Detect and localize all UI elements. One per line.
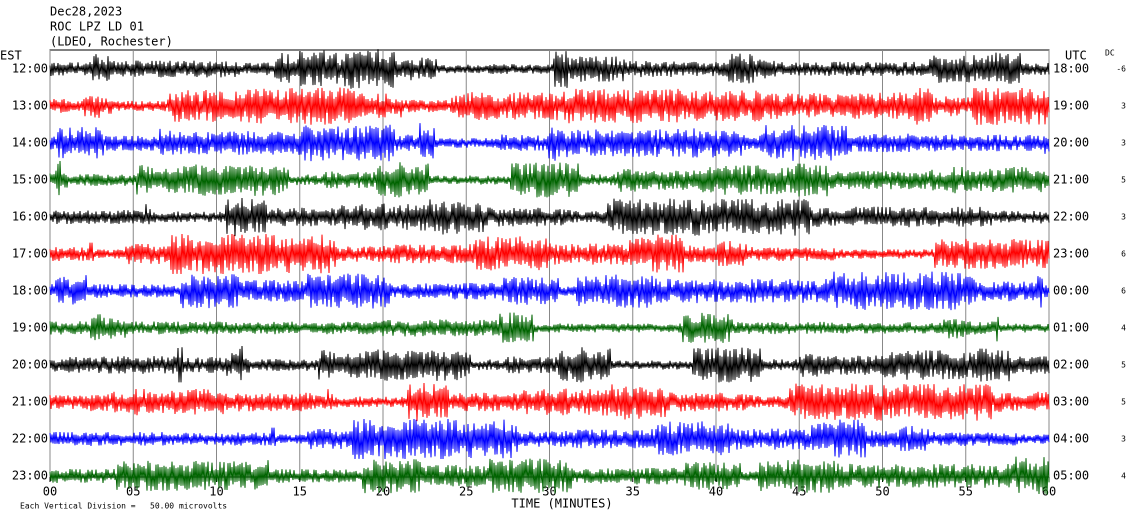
dc-offset: -6 [1116,65,1126,74]
est-label: EST [0,49,22,63]
x-tick-label: 15 [293,485,307,499]
trace [49,233,1050,275]
utc-time: 02:00 [1053,358,1089,372]
est-time: 20:00 [12,358,48,372]
utc-time: 18:00 [1053,62,1089,76]
dc-offset: 3 [1121,213,1126,222]
x-tick-label: 60 [1042,485,1056,499]
est-time: 14:00 [12,136,48,150]
est-time: 19:00 [12,321,48,335]
trace [49,49,1050,89]
dc-label: DC [1105,49,1115,58]
utc-time: 19:00 [1053,99,1089,113]
x-tick-label: 25 [459,485,473,499]
utc-time: 05:00 [1053,469,1089,483]
utc-time: 01:00 [1053,321,1089,335]
est-time: 21:00 [12,395,48,409]
utc-time: 04:00 [1053,432,1089,446]
est-time: 22:00 [12,432,48,446]
utc-time: 23:00 [1053,247,1089,261]
utc-time: 20:00 [1053,136,1089,150]
footer: Each Vertical Division = 50.00 microvolt… [20,502,227,511]
x-tick-label: 55 [959,485,973,499]
trace [49,456,1050,495]
x-tick-label: 50 [875,485,889,499]
dc-offset: 5 [1121,398,1126,407]
est-time: 12:00 [12,62,48,76]
utc-time: 00:00 [1053,284,1089,298]
x-tick-label: 00 [43,485,57,499]
dc-offset: 3 [1121,435,1126,444]
location: (LDEO, Rochester) [50,35,173,49]
trace [49,271,1050,311]
trace [49,418,1050,460]
est-time: 17:00 [12,247,48,261]
utc-label: UTC [1065,49,1087,63]
dc-offset: 5 [1121,361,1126,370]
trace [49,382,1050,422]
dc-offset: 5 [1121,176,1126,185]
x-tick-label: 10 [209,485,223,499]
est-time: 23:00 [12,469,48,483]
est-time: 15:00 [12,173,48,187]
x-axis-label: TIME (MINUTES) [511,497,612,511]
trace [49,87,1050,125]
dc-offset: 4 [1121,324,1126,333]
est-time: 13:00 [12,99,48,113]
est-time: 16:00 [12,210,48,224]
dc-offset: 6 [1121,250,1126,259]
date: Dec28,2023 [50,5,122,19]
utc-time: 22:00 [1053,210,1089,224]
x-tick-label: 35 [626,485,640,499]
trace [49,345,1050,383]
dc-offset: 3 [1121,102,1126,111]
station: ROC LPZ LD 01 [50,20,144,34]
trace [49,312,1050,343]
utc-time: 21:00 [1053,173,1089,187]
utc-time: 03:00 [1053,395,1089,409]
x-tick-label: 30 [542,485,556,499]
trace [49,160,1050,198]
dc-offset: 3 [1121,139,1126,148]
dc-offset: 4 [1121,472,1126,481]
x-tick-label: 05 [126,485,140,499]
dc-offset: 6 [1121,287,1126,296]
x-tick-label: 40 [709,485,723,499]
trace [49,123,1050,162]
trace [49,197,1050,237]
est-time: 18:00 [12,284,48,298]
